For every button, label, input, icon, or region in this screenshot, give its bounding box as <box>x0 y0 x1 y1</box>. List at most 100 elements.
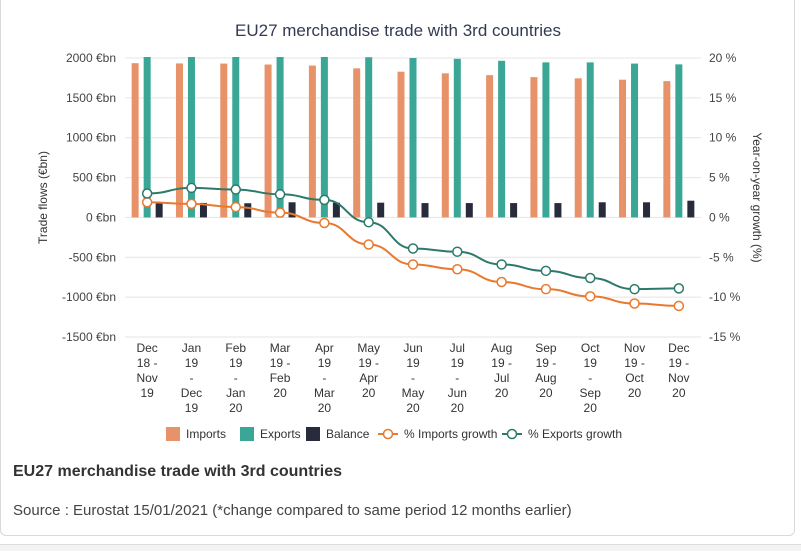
x-tick-label: 20 <box>406 401 420 415</box>
legend-item-imports: Imports <box>166 427 226 441</box>
x-tick-label: - <box>234 371 238 385</box>
x-tick-label: Jan <box>226 386 245 400</box>
x-tick-label: Aug <box>535 371 556 385</box>
y2-tick-label: 10 % <box>709 131 737 145</box>
bar-balance <box>598 202 606 218</box>
x-tick-label: Apr <box>315 341 334 355</box>
bar-balance <box>377 202 385 218</box>
bar-imports <box>353 68 361 218</box>
x-tick-label: 19 <box>318 356 332 370</box>
x-tick-label: Feb <box>225 341 246 355</box>
x-tick-label: May <box>402 386 425 400</box>
y2-tick-label: 0 % <box>709 210 730 224</box>
bar-imports <box>441 73 449 218</box>
x-tick-label: 19 <box>140 386 154 400</box>
y2-axis-title: Year-on-year growth (%) <box>750 132 764 262</box>
x-tick-label: 20 <box>229 401 243 415</box>
bar-exports <box>365 57 373 218</box>
bar-imports <box>175 63 183 218</box>
point-imports-growth <box>141 197 153 208</box>
point-imports-growth <box>584 291 596 302</box>
point-exports-growth <box>584 272 596 284</box>
point-exports-growth <box>673 283 685 294</box>
x-tick-label: Dec <box>181 386 202 400</box>
y2-tick-label: 5 % <box>709 171 730 185</box>
x-tick-label: 19 <box>229 356 243 370</box>
legend-item-exports: Exports <box>240 427 301 441</box>
point-imports-growth <box>496 276 507 288</box>
x-tick-label: - <box>189 371 193 385</box>
chart: EU27 merchandise trade with 3rd countrie… <box>36 21 764 441</box>
bar-imports <box>574 78 582 218</box>
y-tick-label: 1500 €bn <box>66 91 116 105</box>
legend-label: Exports <box>260 427 301 441</box>
bar-exports <box>187 57 195 218</box>
x-tick-label: Nov <box>136 371 157 385</box>
bar-imports <box>397 71 405 218</box>
x-tick-label: 19 <box>584 356 598 370</box>
bar-balance <box>554 203 562 218</box>
bar-exports <box>276 57 284 218</box>
x-tick-label: Oct <box>625 371 644 385</box>
x-tick-label: 19 <box>185 356 199 370</box>
chart-title: EU27 merchandise trade with 3rd countrie… <box>235 21 561 40</box>
caption-title: EU27 merchandise trade with 3rd countrie… <box>13 463 342 480</box>
legend-item-exports-growth: % Exports growth <box>502 427 622 441</box>
y-tick-label: -500 €bn <box>69 250 116 264</box>
bar-exports <box>675 64 683 218</box>
x-tick-label: Jun <box>448 386 467 400</box>
x-tick-label: 20 <box>273 386 287 400</box>
x-tick-label: Jan <box>182 341 201 355</box>
bar-exports <box>143 57 151 218</box>
bar-balance <box>643 202 651 218</box>
point-imports-growth <box>319 217 330 229</box>
x-tick-label: Mar <box>270 341 291 355</box>
bar-exports <box>453 58 461 218</box>
bar-exports <box>320 57 328 218</box>
x-tick-label: Nov <box>668 371 689 385</box>
y-tick-label: -1000 €bn <box>62 290 116 304</box>
y-tick-label: 2000 €bn <box>66 51 116 65</box>
x-tick-label: 19 - <box>358 356 379 370</box>
legend-swatch <box>166 427 180 441</box>
x-tick-label: Sep <box>580 386 602 400</box>
point-imports-growth <box>629 298 640 309</box>
bar-imports <box>619 79 627 218</box>
x-tick-label: Sep <box>535 341 557 355</box>
x-tick-label: Apr <box>359 371 378 385</box>
x-tick-label: - <box>588 371 592 385</box>
x-tick-label: Jul <box>494 371 509 385</box>
x-tick-label: 19 - <box>669 356 690 370</box>
bar-imports <box>131 63 139 218</box>
legend-swatch <box>240 427 254 441</box>
bar-exports <box>631 63 639 218</box>
bar-exports <box>586 62 594 218</box>
x-tick-label: 20 <box>318 401 332 415</box>
bar-imports <box>308 65 316 218</box>
y2-tick-label: -5 % <box>709 250 734 264</box>
bar-balance <box>332 202 340 218</box>
x-tick-label: 20 <box>672 386 686 400</box>
x-tick-label: 20 <box>628 386 642 400</box>
legend-item-imports-growth: % Imports growth <box>378 427 497 441</box>
x-tick-label: Mar <box>314 386 335 400</box>
plot-area <box>131 57 695 218</box>
chart-card: EU27 merchandise trade with 3rd countrie… <box>0 0 795 536</box>
legend-marker <box>382 428 394 440</box>
y-tick-label: 0 €bn <box>86 210 116 224</box>
x-tick-label: Jul <box>450 341 465 355</box>
x-tick-label: 19 <box>406 356 420 370</box>
next-section-edge <box>0 544 801 551</box>
x-tick-label: 19 <box>451 356 465 370</box>
point-exports-growth <box>274 189 286 200</box>
x-tick-label: 20 <box>362 386 376 400</box>
y-axis-title: Trade flows (€bn) <box>36 151 50 244</box>
bar-balance <box>244 203 252 218</box>
y-tick-label: -1500 €bn <box>62 330 116 344</box>
bar-imports <box>220 63 228 218</box>
bar-imports <box>530 77 538 218</box>
y2-tick-label: -15 % <box>709 330 741 344</box>
y-tick-label: 500 €bn <box>73 171 116 185</box>
y-tick-label: 1000 €bn <box>66 131 116 145</box>
legend-label: Balance <box>326 427 370 441</box>
